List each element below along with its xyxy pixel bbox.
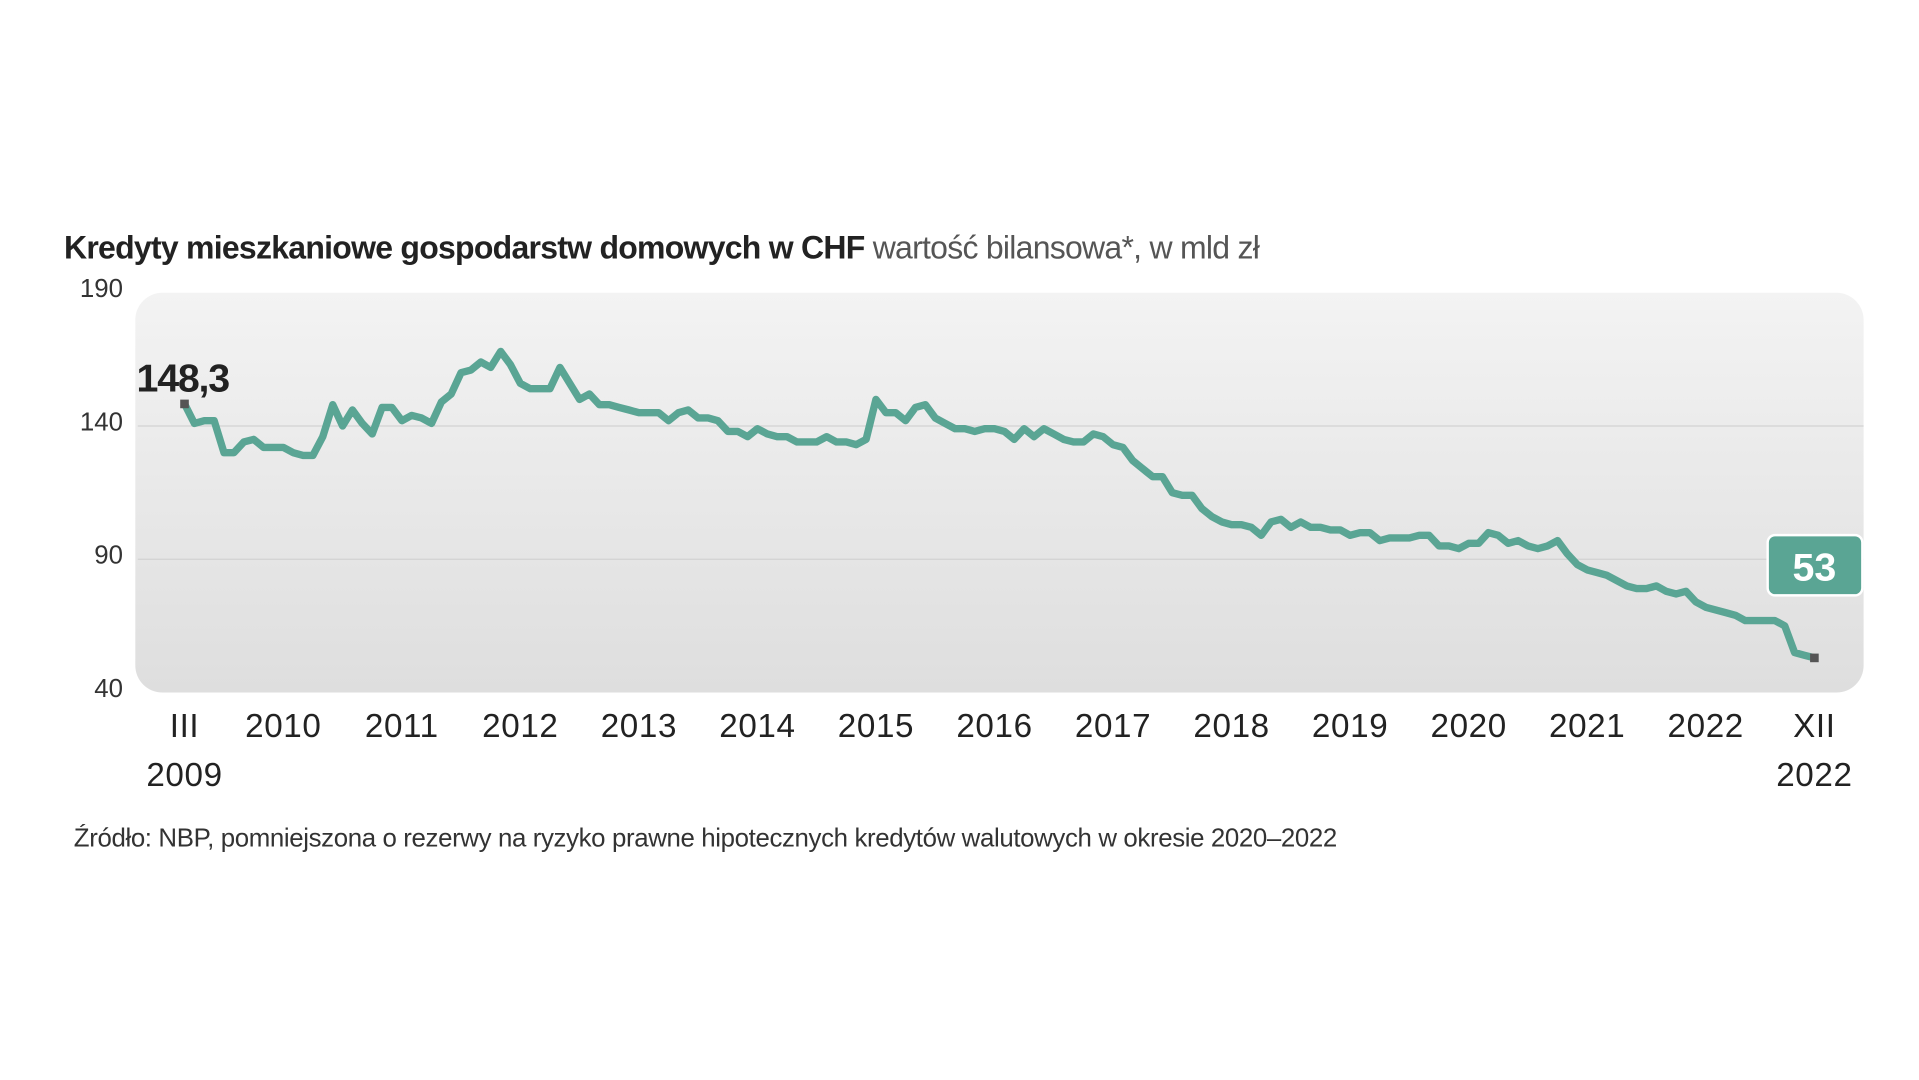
chart-subtitle: wartość bilansowa*, w mld zł (872, 228, 1260, 266)
y-tick-label: 190 (80, 275, 123, 303)
data-label: 53 (1793, 546, 1837, 590)
x-tick-label: 2017 (1074, 707, 1152, 745)
x-tick-label: 2022 (1667, 707, 1744, 745)
x-tick-label: 2019 (1311, 707, 1389, 745)
x-tick-label: XII 2022 (1776, 707, 1853, 794)
x-tick-label: 2015 (837, 707, 915, 745)
title-block: Kredyty mieszkaniowe gospodarstw domowyc… (63, 228, 1260, 267)
x-tick-label: 2013 (600, 707, 678, 745)
x-tick-label: 2018 (1193, 707, 1270, 745)
x-tick-label: 2012 (482, 707, 559, 745)
data-label-box (1766, 533, 1864, 597)
point-marker (1810, 653, 1819, 663)
point-marker (180, 399, 189, 409)
x-tick-label: 2010 (245, 707, 322, 745)
y-tick-label: 140 (80, 408, 123, 436)
x-tick-label: 2016 (956, 707, 1033, 745)
y-tick-label: 90 (94, 542, 123, 570)
x-tick-label: 2011 (364, 707, 439, 745)
y-tick-label: 40 (94, 675, 123, 703)
x-tick-label: 2021 (1549, 707, 1626, 745)
x-tick-label: 2020 (1430, 707, 1507, 745)
data-line (180, 347, 1819, 662)
chart-title: Kredyty mieszkaniowe gospodarstw domowyc… (63, 228, 865, 266)
data-label: 148,3 (137, 357, 230, 401)
plot-background (135, 292, 1864, 693)
x-tick-label: III 2009 (146, 707, 223, 794)
x-tick-label: 2014 (719, 707, 796, 745)
source-note: Źródło: NBP, pomniejszona o rezerwy na r… (73, 824, 1337, 853)
